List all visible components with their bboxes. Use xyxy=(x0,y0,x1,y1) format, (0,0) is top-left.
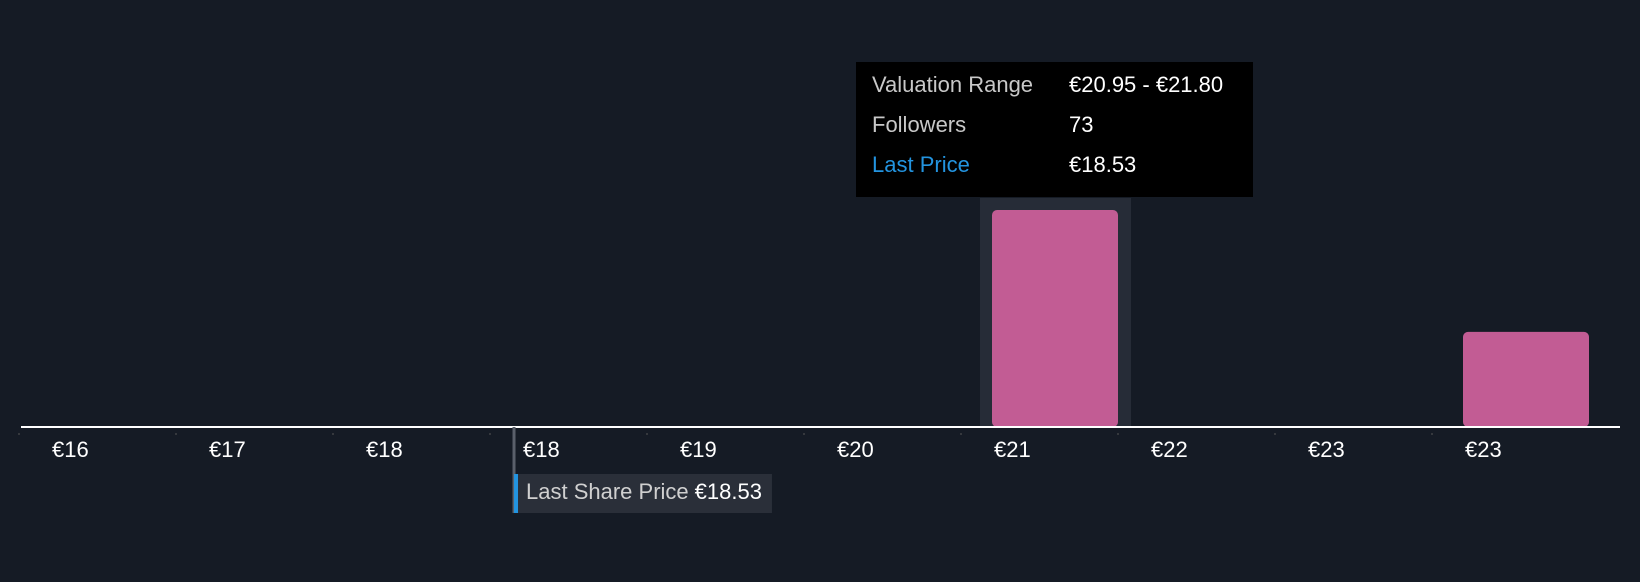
x-tick-label: €16 xyxy=(52,437,89,462)
last-price-label: Last Share Price €18.53 xyxy=(526,479,762,504)
x-tick-label: €21 xyxy=(994,437,1031,462)
x-tick-label: €18 xyxy=(523,437,560,462)
x-tick-label: €20 xyxy=(837,437,874,462)
bar xyxy=(1463,331,1589,427)
x-tick-label: €23 xyxy=(1308,437,1345,462)
tooltip-label: Followers xyxy=(872,112,966,137)
x-tick-label: €19 xyxy=(680,437,717,462)
bar xyxy=(992,210,1118,427)
x-tick-label: €23 xyxy=(1465,437,1502,462)
last-price-accent xyxy=(514,474,519,513)
x-tick-label: €17 xyxy=(209,437,246,462)
last-price-value: €18.53 xyxy=(695,479,762,504)
tooltip: Valuation Range €20.95 - €21.80 Followers 7… xyxy=(856,62,1253,197)
tooltip-value: €20.95 - €21.80 xyxy=(1069,72,1223,97)
last-price-name: Last Share Price xyxy=(526,479,689,504)
x-tick-label: €22 xyxy=(1151,437,1188,462)
tooltip-label: Last Price xyxy=(872,152,970,177)
tooltip-box xyxy=(856,62,1253,197)
tooltip-value: €18.53 xyxy=(1069,152,1136,177)
tooltip-label: Valuation Range xyxy=(872,72,1033,97)
tooltip-value: 73 xyxy=(1069,112,1093,137)
last-price-box xyxy=(514,474,772,513)
x-tick-label: €18 xyxy=(366,437,403,462)
